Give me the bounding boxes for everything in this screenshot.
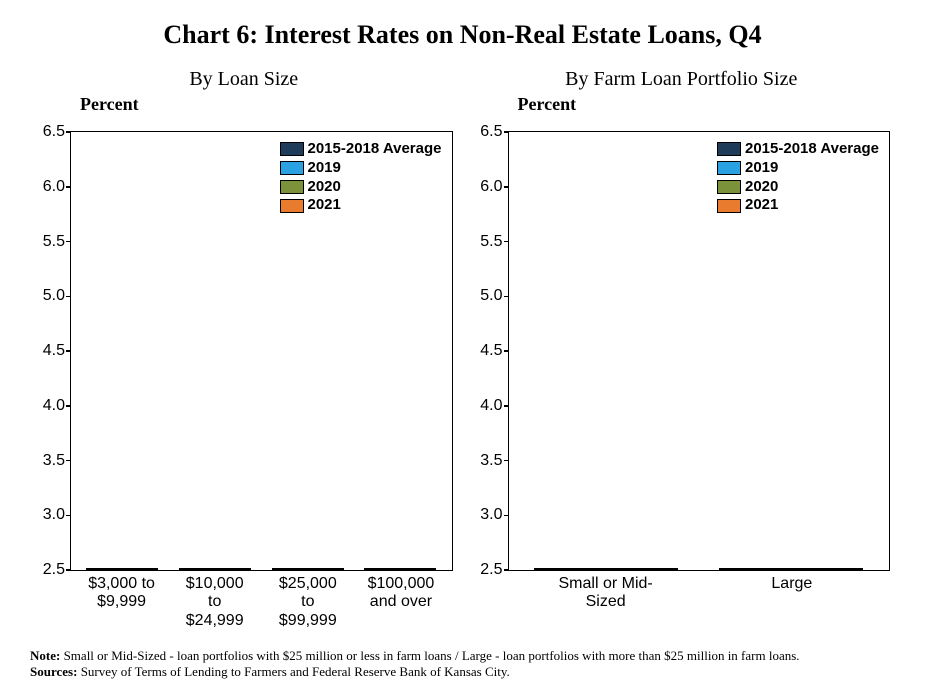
bar — [122, 568, 140, 570]
bar — [719, 568, 755, 570]
left-plot-area: 2.53.03.54.04.55.05.56.06.5 2015-2018 Av… — [70, 131, 453, 571]
right-chart: By Farm Loan Portfolio Size Percent 2.53… — [468, 62, 896, 630]
bar-group — [534, 568, 678, 570]
bar — [364, 568, 382, 570]
bar — [290, 568, 308, 570]
left-subtitle: By Loan Size — [30, 68, 458, 91]
sources-line: Sources: Survey of Terms of Lending to F… — [30, 664, 895, 680]
bar — [400, 568, 418, 570]
sources-text: Survey of Terms of Lending to Farmers an… — [77, 664, 509, 679]
sources-label: Sources: — [30, 664, 77, 679]
xtick-label: Small or Mid-Sized — [513, 575, 699, 612]
note-label: Note: — [30, 648, 60, 663]
bar — [606, 568, 642, 570]
left-bars — [71, 132, 452, 570]
right-plot-area: 2.53.03.54.04.55.05.56.06.5 2015-2018 Av… — [508, 131, 891, 571]
right-bars — [509, 132, 890, 570]
xtick-label: $25,000to$99,999 — [261, 575, 354, 630]
bar-group — [86, 568, 158, 570]
bar — [215, 568, 233, 570]
charts-container: By Loan Size Percent 2.53.03.54.04.55.05… — [30, 62, 895, 630]
left-chart: By Loan Size Percent 2.53.03.54.04.55.05… — [30, 62, 458, 630]
bar-group — [364, 568, 436, 570]
bar — [755, 568, 791, 570]
note-text: Small or Mid-Sized - loan portfolios wit… — [60, 648, 799, 663]
bar-group — [719, 568, 863, 570]
bar — [272, 568, 290, 570]
bar — [233, 568, 251, 570]
right-subtitle: By Farm Loan Portfolio Size — [468, 68, 896, 91]
xtick-label: $3,000 to$9,999 — [75, 575, 168, 630]
bar — [534, 568, 570, 570]
right-xlabels: Small or Mid-SizedLarge — [508, 571, 891, 612]
bar — [418, 568, 436, 570]
bar — [197, 568, 215, 570]
bar — [308, 568, 326, 570]
bar — [86, 568, 104, 570]
bar — [570, 568, 606, 570]
chart-title: Chart 6: Interest Rates on Non-Real Esta… — [30, 20, 895, 50]
bar — [179, 568, 197, 570]
bar — [827, 568, 863, 570]
bar — [791, 568, 827, 570]
xtick-label: Large — [699, 575, 885, 612]
footnotes: Note: Small or Mid-Sized - loan portfoli… — [30, 648, 895, 679]
bar — [326, 568, 344, 570]
left-xlabels: $3,000 to$9,999$10,000to$24,999$25,000to… — [70, 571, 453, 630]
bar-group — [179, 568, 251, 570]
xtick-label: $10,000to$24,999 — [168, 575, 261, 630]
bar — [104, 568, 122, 570]
note-line: Note: Small or Mid-Sized - loan portfoli… — [30, 648, 895, 664]
xtick-label: $100,000and over — [354, 575, 447, 630]
right-ylabel: Percent — [518, 94, 577, 115]
left-ylabel: Percent — [80, 94, 139, 115]
bar-group — [272, 568, 344, 570]
bar — [140, 568, 158, 570]
bar — [382, 568, 400, 570]
bar — [642, 568, 678, 570]
